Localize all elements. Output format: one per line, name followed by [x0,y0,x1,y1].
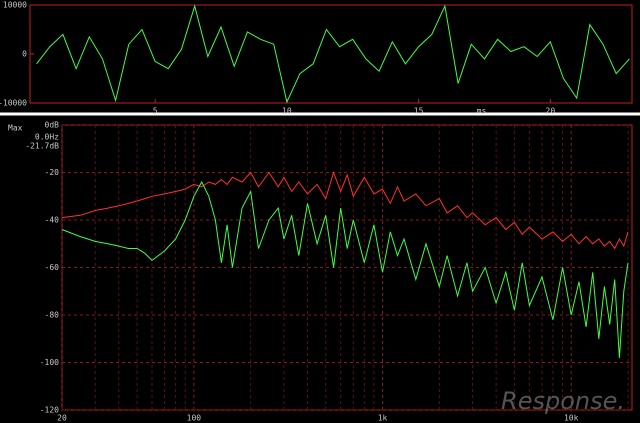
x-tick-label: 10 [282,107,292,116]
y-tick-label: -60 [45,263,60,272]
x-axis-label: ms [477,107,487,116]
x-tick-label: 100 [187,414,202,423]
readout: 0.0Hz [35,133,59,142]
y-tick-label: -120 [40,406,59,415]
plot-area [29,4,633,104]
x-tick-label: 10k [564,414,579,423]
y-tick-label: -10000 [0,99,27,108]
y-tick-label: -80 [45,311,60,320]
series-line [36,4,630,104]
y-tick-label: -20 [45,168,60,177]
x-tick-label: 20 [546,107,556,116]
y-tick-label: 0dB [45,121,60,130]
x-tick-label: 20 [57,414,67,423]
watermark: Response. [501,387,625,415]
y-tick-label: 0 [22,50,27,59]
y-tick-label: 10000 [3,1,27,10]
x-tick-label: 1k [378,414,388,423]
series-line [61,180,629,358]
y-tick-label: -100 [40,358,59,367]
x-tick-label: 15 [414,107,424,116]
x-tick-label: 5 [153,107,158,116]
readout: -21.7dB [25,142,59,151]
readout: Max [8,124,23,133]
y-tick-label: -40 [45,216,60,225]
series-line [61,170,629,250]
